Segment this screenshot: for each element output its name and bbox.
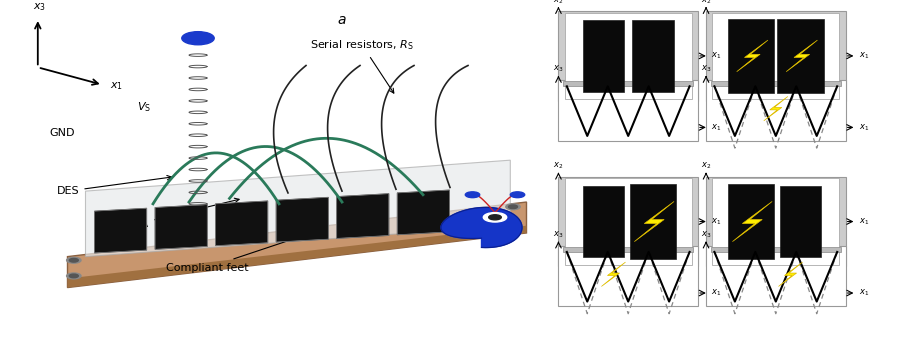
Polygon shape	[764, 96, 788, 121]
Circle shape	[465, 192, 480, 198]
Bar	[706, 246, 846, 306]
Text: GND: GND	[50, 128, 75, 138]
Bar	[558, 11, 698, 101]
Text: $x_1$: $x_1$	[711, 122, 722, 132]
Polygon shape	[733, 201, 772, 242]
Polygon shape	[68, 202, 526, 288]
Bar	[712, 13, 840, 99]
Bar	[582, 186, 625, 257]
Text: $x_3$: $x_3$	[33, 2, 46, 13]
Polygon shape	[787, 40, 817, 72]
Text: $x_2$: $x_2$	[701, 161, 711, 171]
Text: $x_2$: $x_2$	[701, 0, 711, 5]
Text: b: b	[729, 13, 738, 27]
Polygon shape	[441, 207, 522, 248]
Circle shape	[69, 258, 78, 262]
Bar	[564, 178, 692, 265]
Text: $x_3$: $x_3$	[554, 64, 563, 75]
Bar	[582, 20, 625, 92]
Text: $x_1$: $x_1$	[860, 288, 869, 298]
Polygon shape	[276, 197, 328, 242]
Text: $V_\mathrm{S}$: $V_\mathrm{S}$	[137, 100, 151, 114]
Circle shape	[483, 213, 507, 222]
Circle shape	[182, 32, 214, 45]
Text: $x_1$: $x_1$	[110, 80, 123, 92]
Bar	[779, 186, 822, 257]
Text: DEA: DEA	[126, 198, 239, 229]
Polygon shape	[86, 160, 510, 257]
Text: a: a	[338, 13, 346, 27]
Bar	[706, 177, 846, 266]
Polygon shape	[68, 226, 526, 288]
Bar	[558, 246, 698, 306]
Circle shape	[489, 215, 501, 220]
Circle shape	[506, 220, 520, 226]
Bar	[558, 177, 698, 266]
Circle shape	[69, 274, 78, 278]
Circle shape	[67, 273, 81, 279]
Text: DES: DES	[57, 175, 172, 196]
Bar	[727, 184, 775, 259]
Bar	[564, 13, 692, 99]
Text: $x_2$: $x_2$	[554, 0, 563, 5]
Text: $x_1$: $x_1$	[860, 51, 869, 61]
Polygon shape	[94, 208, 147, 253]
Bar	[558, 80, 698, 141]
Circle shape	[508, 221, 518, 225]
Bar	[727, 19, 775, 93]
Bar	[563, 247, 693, 252]
Circle shape	[510, 192, 525, 198]
Text: $x_3$: $x_3$	[701, 64, 711, 75]
Polygon shape	[634, 201, 674, 242]
Bar	[563, 81, 693, 86]
Polygon shape	[737, 40, 768, 72]
Bar	[711, 81, 841, 86]
Text: $x_1$: $x_1$	[711, 288, 722, 298]
Circle shape	[506, 204, 520, 210]
Circle shape	[508, 205, 518, 209]
Text: $x_1$: $x_1$	[860, 122, 869, 132]
Polygon shape	[216, 201, 268, 246]
Polygon shape	[397, 190, 449, 235]
Polygon shape	[601, 262, 626, 286]
Bar	[632, 20, 674, 92]
Text: $x_1$: $x_1$	[711, 51, 722, 61]
Polygon shape	[778, 262, 803, 286]
Text: $x_1$: $x_1$	[711, 216, 722, 227]
Text: Compliant feet: Compliant feet	[166, 236, 302, 273]
Bar	[629, 184, 677, 259]
Bar	[777, 19, 824, 93]
Bar	[706, 80, 846, 141]
Text: $x_2$: $x_2$	[554, 161, 563, 171]
Bar	[712, 178, 840, 265]
Text: $x_1$: $x_1$	[860, 216, 869, 227]
Polygon shape	[337, 194, 389, 238]
Bar	[706, 11, 846, 101]
Polygon shape	[155, 205, 207, 249]
Bar	[711, 247, 841, 252]
Text: $x_3$: $x_3$	[554, 230, 563, 240]
Text: $x_3$: $x_3$	[701, 230, 711, 240]
Circle shape	[67, 257, 81, 263]
Text: Serial resistors, $R_\mathrm{S}$: Serial resistors, $R_\mathrm{S}$	[310, 39, 415, 93]
